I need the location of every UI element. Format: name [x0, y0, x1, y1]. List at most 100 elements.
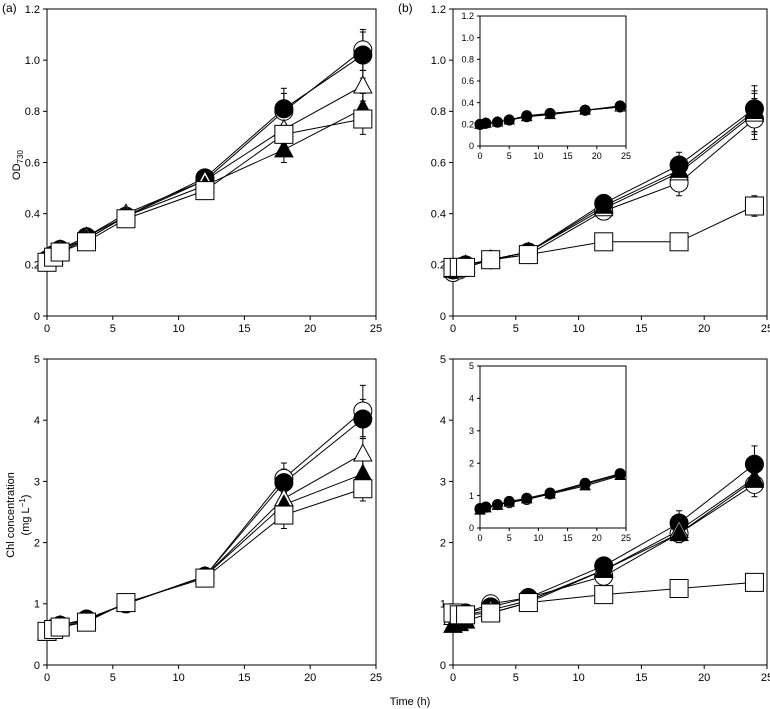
y-tick-label: 0.8 [461, 54, 474, 64]
y-tick-label: 2 [469, 458, 474, 468]
data-point-filled-triangle [744, 100, 765, 120]
data-point-filled-triangle [593, 559, 614, 578]
y-tick-label: 1.0 [431, 55, 446, 67]
y-tick-label: 0 [34, 311, 40, 323]
x-tick-label: 25 [370, 323, 382, 335]
data-point-filled-circle [614, 100, 626, 112]
series-group [474, 100, 626, 130]
y-tick-label: 0 [440, 660, 446, 672]
x-tick-label: 20 [592, 533, 602, 543]
x-tick-label: 0 [477, 151, 482, 161]
y-tick-label: 0.4 [25, 209, 40, 221]
data-point-filled-circle [614, 468, 626, 480]
panel-label-b: (b) [398, 1, 413, 15]
data-point-filled-circle [579, 104, 591, 116]
data-point-open-triangle [353, 75, 373, 94]
y-tick-label: 2 [34, 537, 40, 549]
x-tick-label: 15 [635, 672, 647, 684]
y-tick-label: 1 [34, 599, 40, 611]
data-point-filled-circle [492, 499, 504, 511]
x-tick-label: 5 [513, 323, 519, 335]
data-point-filled-circle [579, 477, 591, 489]
data-point-filled-circle [353, 45, 373, 65]
x-tick-label: 5 [110, 323, 116, 335]
data-point-filled-triangle [593, 195, 614, 214]
data-point-filled-triangle [744, 469, 765, 488]
y-tick-label: 0.2 [431, 260, 446, 272]
x-tick-label: 25 [621, 151, 631, 161]
x-tick-label: 5 [507, 533, 512, 543]
y-tick-label: 5 [34, 354, 40, 366]
y-tick-label: 4 [469, 394, 474, 404]
data-point-filled-circle [503, 114, 515, 126]
data-point-open-square [274, 124, 294, 144]
y-tick-label: 4 [440, 415, 446, 427]
y-tick-label: 0.6 [25, 157, 40, 169]
x-tick-label: 0 [477, 533, 482, 543]
y-tick-label: 0 [469, 141, 474, 151]
series-line-open-circle [46, 410, 364, 632]
y-tick-label: 0.8 [25, 106, 40, 118]
y-axis-label-chl-unit: (mg L [20, 507, 32, 535]
data-point-filled-circle [503, 495, 515, 507]
series-line-open-circle [46, 49, 364, 261]
data-point-open-square [594, 232, 614, 252]
data-point-open-square [116, 209, 136, 229]
plot-frame [46, 8, 377, 317]
data-point-filled-circle [274, 99, 294, 119]
data-point-open-square [353, 109, 373, 129]
y-tick-label: 1.0 [25, 55, 40, 67]
y-tick-label: 3 [469, 426, 474, 436]
series-group [37, 28, 373, 272]
data-point-open-square [353, 479, 373, 499]
data-point-open-square [456, 257, 476, 277]
y-tick-label: 1 [440, 599, 446, 611]
y-tick-label: 0.6 [461, 76, 474, 86]
data-point-filled-triangle [669, 522, 689, 542]
x-tick-label: 10 [172, 323, 184, 335]
y-tick-label: 0.2 [25, 260, 40, 272]
y-tick-label: 1 [469, 491, 474, 501]
y-axis-label-od-sub: 730 [16, 150, 25, 164]
series-group [443, 85, 765, 283]
x-tick-label: 25 [761, 672, 770, 684]
y-axis-label-chl-line2: (mg L−1) [18, 495, 32, 536]
x-tick-label: 25 [621, 533, 631, 543]
x-tick-label: 5 [110, 672, 116, 684]
y-tick-label: 0.4 [461, 98, 474, 108]
y-axis-label-od-main: OD [11, 163, 23, 180]
series-line-filled-circle [46, 54, 364, 261]
data-point-filled-triangle [353, 463, 373, 482]
series-group [474, 468, 626, 515]
plot-frame [452, 358, 768, 666]
data-point-open-square [456, 605, 476, 625]
y-tick-label: 0 [34, 660, 40, 672]
x-tick-label: 20 [698, 323, 710, 335]
x-tick-label: 0 [44, 672, 50, 684]
y-tick-label: 0.2 [461, 119, 474, 129]
data-point-filled-circle [492, 116, 504, 128]
y-tick-label: 4 [34, 415, 40, 427]
chart-b-bottom-inset: 0 1 2 3 4 5 0 5 10 15 20 25 [469, 361, 631, 543]
x-tick-label: 20 [304, 323, 316, 335]
data-point-open-square [481, 250, 501, 270]
data-point-open-square [669, 232, 689, 252]
data-point-filled-circle [480, 501, 492, 513]
data-point-open-square [594, 585, 614, 605]
y-tick-label: 0.4 [431, 209, 446, 221]
data-point-filled-circle [521, 111, 533, 123]
data-point-open-square [669, 579, 689, 598]
data-point-open-square [76, 232, 96, 252]
chart-b-top-inset: 0 0.2 0.4 0.6 0.8 1.0 1.2 0 5 10 15 20 25 [461, 11, 631, 161]
x-tick-label: 20 [304, 672, 316, 684]
data-point-filled-triangle [669, 159, 689, 178]
data-point-filled-circle [353, 409, 373, 429]
chart-a-top: 0 0.2 0.4 0.6 0.8 1.0 1.2 0 5 10 15 20 25 [25, 4, 382, 335]
data-point-filled-circle [544, 108, 556, 119]
x-axis-label: Time (h) [390, 696, 431, 708]
y-tick-label: 1.2 [461, 11, 474, 21]
y-tick-label: 0 [469, 523, 474, 533]
x-tick-label: 20 [592, 151, 602, 161]
data-point-open-square [744, 572, 764, 592]
